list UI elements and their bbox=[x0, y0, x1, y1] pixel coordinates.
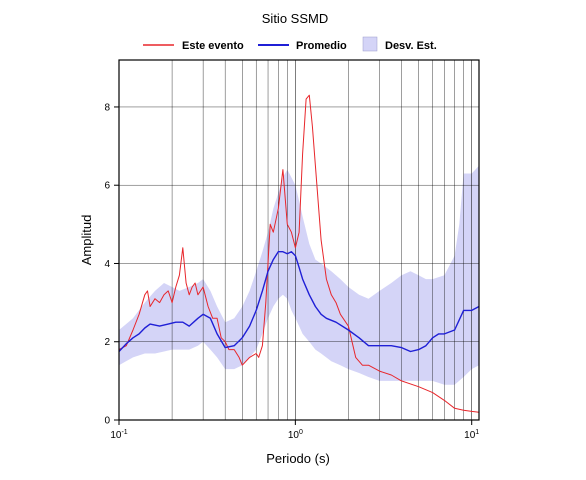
y-tick-label: 6 bbox=[104, 181, 110, 192]
plot-frame bbox=[118, 59, 480, 421]
x-tick-label: 100 bbox=[288, 429, 303, 441]
y-tick-label: 2 bbox=[104, 337, 110, 348]
y-tick-label: 8 bbox=[104, 102, 110, 113]
std-band bbox=[119, 165, 479, 385]
chart-title: Sitio SSMD bbox=[262, 11, 328, 26]
y-axis-label: Amplitud bbox=[79, 215, 94, 266]
x-axis-label: Periodo (s) bbox=[266, 451, 330, 466]
plot-area: 10-1 100 101 0 2 4 6 8 bbox=[104, 59, 480, 441]
x-tick-label: 101 bbox=[464, 429, 479, 441]
legend-label-event: Este evento bbox=[182, 40, 244, 52]
series-line-event bbox=[118, 94, 480, 413]
series-line-mean bbox=[118, 250, 480, 353]
x-tick-label: 10-1 bbox=[110, 429, 127, 441]
legend-label-std: Desv. Est. bbox=[385, 40, 437, 52]
legend: Este evento Promedio Desv. Est. bbox=[143, 36, 437, 52]
legend-swatch-std bbox=[362, 36, 378, 52]
legend-label-mean: Promedio bbox=[296, 40, 347, 52]
y-tick-label: 0 bbox=[104, 416, 110, 427]
y-tick-label: 4 bbox=[104, 259, 110, 270]
